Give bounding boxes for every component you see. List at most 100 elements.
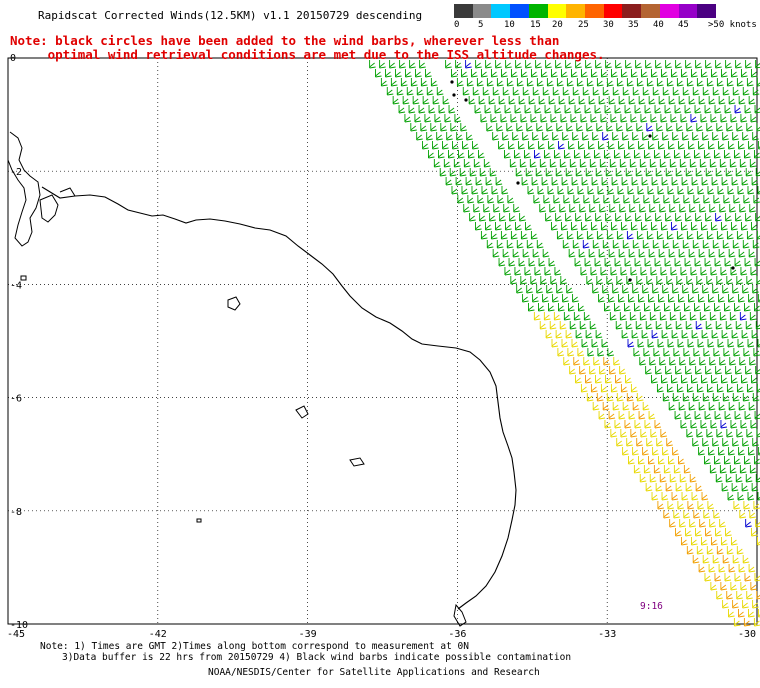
wind-barb [656, 78, 664, 87]
wind-barb [522, 249, 530, 258]
wind-barb [674, 258, 682, 267]
wind-barb [706, 123, 713, 132]
wind-barb [668, 249, 676, 258]
wind-barb [730, 114, 737, 123]
wind-barb [610, 114, 617, 123]
wind-barb [706, 546, 714, 555]
wind-barb [616, 438, 623, 447]
wind-barb [667, 501, 674, 510]
wind-barb [716, 231, 724, 240]
wind-barb [741, 375, 748, 384]
wind-barb [733, 195, 740, 204]
wind-barb [581, 222, 588, 231]
wind-barb [655, 60, 662, 69]
wind-barb [432, 96, 440, 105]
wind-barb [638, 456, 645, 465]
wind-barb [614, 105, 622, 114]
wind-barb [553, 195, 560, 204]
wind-barb [424, 114, 431, 123]
wind-barb [489, 168, 497, 177]
wind-barb [711, 177, 719, 186]
wind-barb [521, 69, 528, 78]
wind-barb [736, 429, 743, 438]
wind-speed-colorbar [454, 4, 717, 18]
wind-barb [701, 330, 709, 339]
wind-barb [586, 78, 594, 87]
wind-barb [659, 474, 667, 483]
wind-barb [620, 114, 627, 123]
lon-label: -33 [598, 629, 616, 640]
wind-barb [632, 87, 640, 96]
wind-barb [524, 105, 532, 114]
wind-barb [644, 420, 652, 429]
wind-barb [533, 150, 541, 159]
wind-barb [638, 411, 646, 420]
wind-barb [730, 420, 738, 429]
wind-barb [731, 177, 739, 186]
wind-barb [611, 69, 618, 78]
wind-barb [475, 60, 482, 69]
wind-barb [699, 312, 707, 321]
wind-barb [672, 132, 679, 141]
wind-barb [628, 96, 636, 105]
wind-barb [691, 492, 699, 501]
wind-barb [473, 204, 480, 213]
wind-barb [729, 465, 737, 474]
wind-barb [675, 168, 683, 177]
wind-barb [536, 285, 543, 294]
wind-barb [522, 87, 530, 96]
wind-barb [592, 240, 600, 249]
wind-barb [743, 195, 750, 204]
wind-barb [542, 87, 550, 96]
wind-barb [712, 240, 720, 249]
wind-barb [746, 591, 753, 600]
wind-barb [746, 276, 753, 285]
wind-barb [726, 123, 733, 132]
wind-barb [450, 123, 457, 132]
wind-barb [711, 330, 719, 339]
wind-barb [734, 573, 742, 582]
wind-barb [522, 132, 529, 141]
wind-barb [486, 78, 494, 87]
wind-barb [622, 402, 630, 411]
wind-barb [680, 537, 688, 546]
wind-barb [402, 96, 410, 105]
wind-barb [726, 276, 733, 285]
wind-barb [642, 240, 650, 249]
wind-barb [692, 555, 700, 564]
wind-barb [710, 582, 717, 591]
wind-barb [666, 78, 674, 87]
wind-barb [525, 60, 532, 69]
wind-barb [752, 393, 760, 402]
wind-barb [715, 168, 723, 177]
wind-barb [673, 348, 680, 357]
wind-barb [713, 195, 720, 204]
wind-barb [654, 105, 662, 114]
wind-barb [751, 222, 758, 231]
wind-barb [644, 303, 651, 312]
wind-barb [627, 339, 635, 348]
wind-barb [748, 564, 756, 573]
wind-barb [559, 159, 567, 168]
wind-barb [562, 240, 570, 249]
wind-barb [501, 186, 509, 195]
wind-barb [696, 123, 703, 132]
wind-barb [739, 204, 746, 213]
wind-barb [724, 411, 732, 420]
wind-barb [465, 60, 472, 69]
wind-barb [669, 357, 676, 366]
wind-barb [655, 321, 663, 330]
wind-barb [745, 168, 753, 177]
wind-barb [572, 240, 580, 249]
wind-barb [654, 303, 661, 312]
wind-barb [622, 447, 629, 456]
wind-barb [532, 249, 540, 258]
wind-barb [747, 492, 755, 501]
wind-barb [566, 123, 573, 132]
wind-barb [410, 78, 418, 87]
wind-barb [709, 519, 716, 528]
wind-barb [442, 96, 450, 105]
wind-barb [536, 123, 543, 132]
wind-barb [585, 168, 593, 177]
